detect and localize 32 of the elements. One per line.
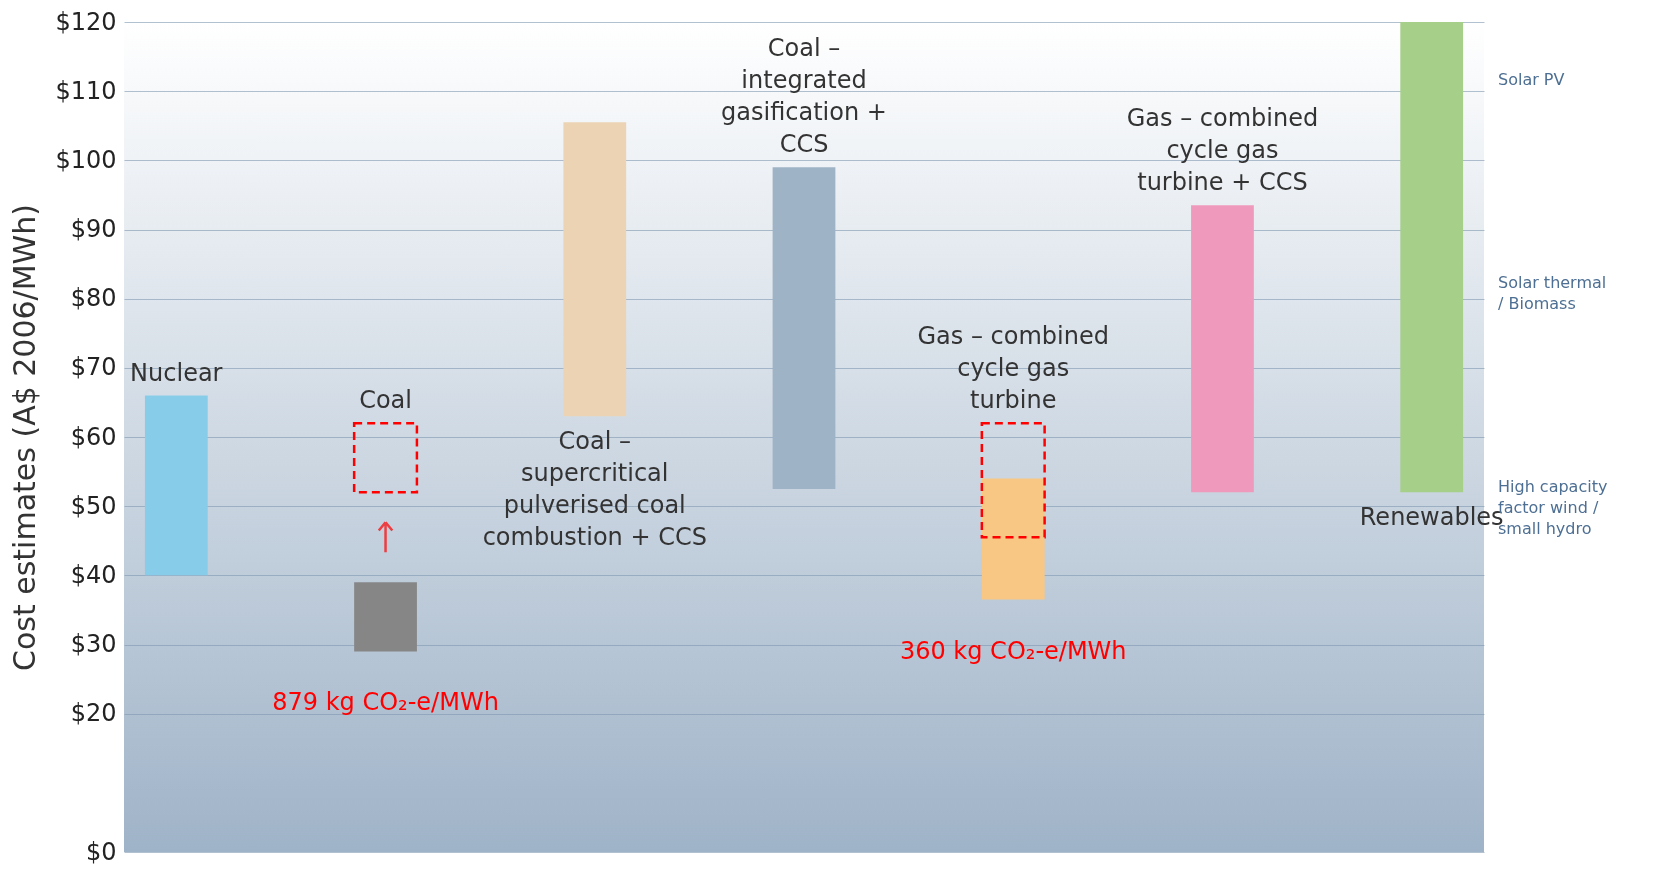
x-tick-label: Coal xyxy=(359,386,412,415)
bar xyxy=(563,122,627,417)
y-tick-label: $70 xyxy=(70,353,117,382)
y-tick-label: $0 xyxy=(85,837,117,866)
y-tick-label: $120 xyxy=(55,7,117,36)
y-tick-label: $20 xyxy=(70,699,117,728)
text: Solar thermal / Biomass xyxy=(1498,273,1607,314)
y-tick-label: $90 xyxy=(70,215,117,243)
annotation: 879 kg CO₂-e/MWh xyxy=(272,688,499,717)
y-tick-label: $60 xyxy=(70,422,117,451)
bar xyxy=(354,582,417,652)
x-tick-label: Nuclear xyxy=(130,358,223,387)
y-tick-label: $100 xyxy=(55,145,117,174)
bar xyxy=(980,421,1046,539)
y-tick-label: $110 xyxy=(55,76,117,105)
y-tick-label: $40 xyxy=(70,560,117,589)
x-tick-label: Gas – combined cycle gas turbine xyxy=(917,322,1109,415)
x-tick-label: Coal – supercritical pulverised coal combustion + CCS xyxy=(482,427,707,552)
y-tick-label: $50 xyxy=(70,491,117,520)
x-tick-label: Gas – combined cycle gas turbine + CCS xyxy=(1126,104,1319,197)
x-tick-label: Coal – integrated gasification + CCS xyxy=(721,34,887,159)
y-axis-title: Cost estimates (A$ 2006/MWh) xyxy=(7,204,43,671)
bar xyxy=(981,478,1045,600)
bar xyxy=(1400,22,1464,493)
bar xyxy=(144,395,208,576)
bar xyxy=(772,167,836,489)
text: Solar PV xyxy=(1498,70,1565,90)
bar xyxy=(352,421,419,494)
annotation: 360 kg CO₂-e/MWh xyxy=(899,636,1127,665)
bar xyxy=(1191,205,1254,493)
y-tick-label: $80 xyxy=(70,284,117,313)
y-tick-label: $30 xyxy=(70,630,117,658)
